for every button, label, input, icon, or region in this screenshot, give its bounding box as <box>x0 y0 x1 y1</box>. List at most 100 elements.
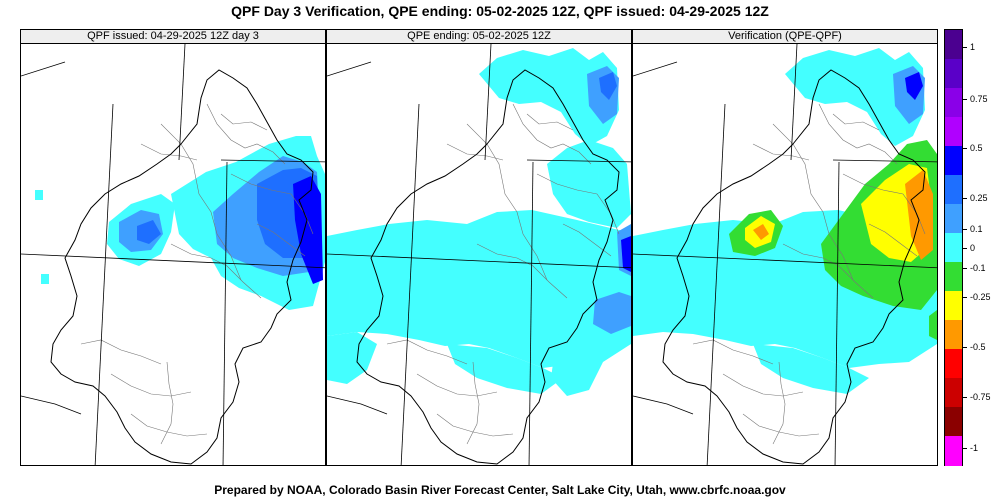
precip-field <box>327 48 631 396</box>
colorbar-tick <box>963 448 967 449</box>
state-line <box>706 103 726 465</box>
precip-area <box>753 344 869 394</box>
colorbar-label: 0 <box>970 243 976 253</box>
river-line <box>722 373 804 397</box>
precip-field <box>633 48 937 394</box>
river-network <box>692 103 926 445</box>
colorado-basin-outline <box>356 69 620 465</box>
colorbar-tick <box>963 397 967 398</box>
river-line <box>386 339 468 365</box>
state-line <box>21 253 325 269</box>
state-line <box>327 61 372 77</box>
colorbar-segment <box>945 30 962 60</box>
precip-area <box>35 190 43 200</box>
colorbar-tick <box>963 248 967 249</box>
colorbar-segment <box>945 436 962 466</box>
colorbar-label: 0.1 <box>970 224 983 234</box>
panel-qpe: QPE ending: 05-02-2025 12Z <box>326 29 632 466</box>
precip-area <box>621 236 631 272</box>
state-line <box>790 44 798 161</box>
qpf-map <box>21 44 325 465</box>
state-line <box>633 253 937 269</box>
qpe-map <box>327 44 631 465</box>
panel-verification: Verification (QPE-QPF) <box>632 29 938 466</box>
state-line <box>178 44 186 161</box>
precip-area <box>137 220 161 244</box>
colorbar-segment <box>945 378 962 408</box>
state-line <box>834 161 840 465</box>
map-title: QPF Day 3 Verification, QPE ending: 05-0… <box>231 3 769 19</box>
colorbar-segment <box>945 407 962 437</box>
state-line <box>222 161 228 465</box>
colorbar-tick <box>963 229 967 230</box>
river-line <box>160 361 174 445</box>
river-line <box>742 413 820 437</box>
precip-area <box>41 274 49 284</box>
colorbar-segment <box>945 320 962 350</box>
precip-area <box>905 72 923 100</box>
colorbar-tick <box>963 347 967 348</box>
precip-area <box>447 344 563 394</box>
panel-verification-label: Verification (QPE-QPF) <box>633 30 937 44</box>
footer-credit: Prepared by NOAA, Colorado Basin River F… <box>214 483 786 497</box>
colorbar-tick <box>963 148 967 149</box>
colorbar-segment <box>945 204 962 234</box>
precip-area <box>753 224 769 240</box>
state-line <box>21 395 82 415</box>
colorbar-tick <box>963 268 967 269</box>
state-line <box>484 44 492 161</box>
precip-area <box>599 72 617 100</box>
river-line <box>692 339 774 365</box>
precip-field <box>35 136 325 310</box>
river-line <box>772 123 854 281</box>
precip-area <box>479 48 619 146</box>
river-line <box>752 143 810 161</box>
river-line <box>170 243 262 299</box>
state-line <box>528 161 534 465</box>
colorbar-label: -0.75 <box>970 392 991 402</box>
colorbar-label: -1 <box>970 443 979 453</box>
panel-qpf: QPF issued: 04-29-2025 12Z day 3 <box>20 29 326 466</box>
state-line <box>832 159 937 163</box>
river-line <box>446 143 504 161</box>
verification-map <box>633 44 937 465</box>
precip-area <box>593 292 631 334</box>
river-line <box>466 123 548 281</box>
colorbar-label: -0.25 <box>970 292 991 302</box>
state-boundaries <box>21 44 325 465</box>
river-line <box>416 373 498 397</box>
panel-qpf-label: QPF issued: 04-29-2025 12Z day 3 <box>21 30 325 44</box>
colorado-basin-outline <box>50 69 314 465</box>
state-line <box>94 103 114 465</box>
river-line <box>512 103 592 165</box>
colorbar-label: 0.5 <box>970 143 983 153</box>
precip-area <box>785 48 925 146</box>
colorbar-label: 0.25 <box>970 193 988 203</box>
river-line <box>140 143 198 161</box>
state-line <box>21 61 66 77</box>
panel-qpe-label: QPE ending: 05-02-2025 12Z <box>327 30 631 44</box>
state-boundaries <box>327 44 631 465</box>
river-line <box>476 243 568 299</box>
precip-area <box>551 334 603 396</box>
colorbar-tick <box>963 198 967 199</box>
river-line <box>782 243 874 299</box>
colorbar-segment <box>945 146 962 176</box>
colorbar-label: 0.75 <box>970 94 988 104</box>
state-line <box>327 253 631 269</box>
colorbar-segment <box>945 291 962 321</box>
river-line <box>818 103 898 165</box>
precip-area <box>327 332 377 384</box>
river-line <box>160 123 242 281</box>
river-line <box>772 361 786 445</box>
state-boundaries <box>633 44 937 465</box>
colorado-basin-outline <box>662 69 926 465</box>
river-line <box>526 113 574 131</box>
river-line <box>110 373 192 397</box>
precip-area <box>327 210 631 368</box>
state-line <box>327 395 388 415</box>
colorbar-label: -0.5 <box>970 342 986 352</box>
river-line <box>832 113 880 131</box>
river-line <box>80 339 162 365</box>
river-line <box>220 113 268 131</box>
